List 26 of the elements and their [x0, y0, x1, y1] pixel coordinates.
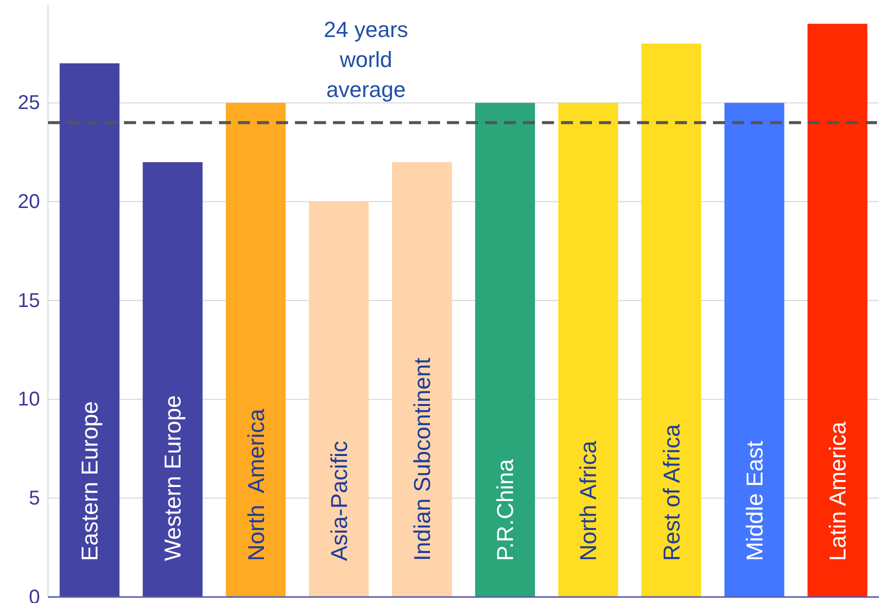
bar	[226, 102, 286, 597]
bar	[558, 102, 618, 597]
x-tick-label: P.R.China	[492, 458, 518, 561]
x-tick-label: Latin America	[824, 421, 850, 561]
bar	[142, 162, 203, 597]
y-tick-label: 5	[28, 488, 40, 510]
bar	[724, 102, 784, 597]
x-tick-label: Western Europe	[160, 395, 186, 561]
x-tick-label: North Africa	[575, 440, 602, 561]
bar	[308, 202, 369, 597]
y-tick-label: 10	[18, 388, 40, 411]
y-tick-label: 15	[18, 290, 40, 312]
bar	[392, 162, 452, 597]
bar	[475, 102, 535, 597]
bar	[808, 24, 868, 597]
bar	[641, 44, 702, 597]
ref-line-label: 24 years world average	[324, 17, 408, 102]
y-tick-label: 25	[18, 92, 40, 114]
x-tick-label: Eastern Europe	[76, 401, 103, 561]
x-tick-label: Rest of Africa	[658, 424, 684, 561]
x-tick-label: Asia-Pacific	[326, 440, 352, 561]
x-tick-label: Middle East	[741, 440, 768, 561]
x-tick-label: North America	[242, 408, 269, 561]
y-tick-label: 20	[18, 191, 40, 214]
x-tick-label: Indian Subcontinent	[408, 357, 435, 561]
bar	[60, 63, 120, 597]
